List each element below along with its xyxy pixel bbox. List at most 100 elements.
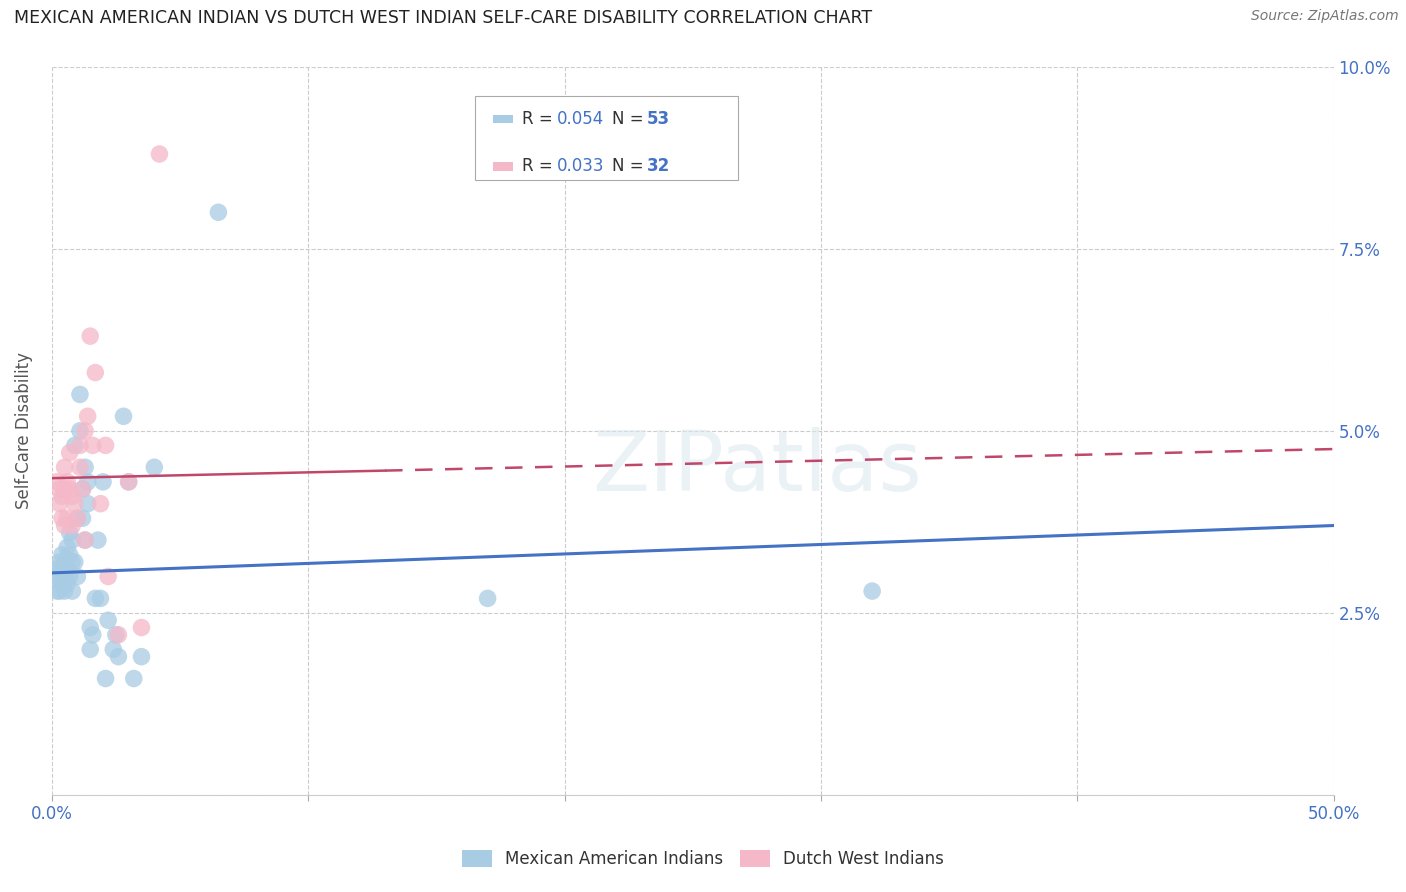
Point: [79, 620, 101, 634]
Point: [56, 475, 79, 489]
Point: [87, 533, 110, 547]
Point: [53, 482, 76, 496]
FancyBboxPatch shape: [475, 95, 738, 179]
Point: [75, 533, 97, 547]
FancyBboxPatch shape: [492, 115, 513, 123]
Point: [72, 511, 94, 525]
Point: [53, 518, 76, 533]
Point: [44, 562, 66, 576]
Point: [60, 584, 83, 599]
Text: ZIPatlas: ZIPatlas: [592, 426, 922, 508]
Point: [118, 475, 141, 489]
Point: [131, 620, 153, 634]
Text: 0.033: 0.033: [557, 157, 605, 176]
Point: [107, 628, 129, 642]
Point: [56, 511, 79, 525]
Point: [45, 475, 67, 489]
Point: [63, 555, 86, 569]
Y-axis label: Self-Care Disability: Self-Care Disability: [15, 352, 32, 509]
Point: [60, 555, 83, 569]
Point: [48, 555, 70, 569]
Point: [860, 584, 883, 599]
Point: [56, 541, 79, 555]
Point: [89, 591, 111, 606]
Point: [112, 409, 135, 424]
Text: N =: N =: [612, 110, 648, 128]
Point: [69, 438, 91, 452]
Point: [63, 438, 86, 452]
Point: [60, 533, 83, 547]
Point: [76, 475, 98, 489]
Point: [59, 525, 82, 540]
Point: [56, 562, 79, 576]
Point: [107, 649, 129, 664]
Point: [51, 548, 73, 562]
Point: [59, 445, 82, 459]
Point: [84, 366, 107, 380]
Point: [104, 628, 127, 642]
FancyBboxPatch shape: [492, 162, 513, 170]
Point: [60, 518, 83, 533]
Point: [79, 329, 101, 343]
Point: [51, 489, 73, 503]
Point: [48, 497, 70, 511]
Point: [56, 576, 79, 591]
Point: [94, 672, 117, 686]
Text: 32: 32: [647, 157, 669, 176]
Point: [66, 569, 89, 583]
Point: [53, 569, 76, 583]
Text: R =: R =: [522, 110, 558, 128]
Point: [51, 562, 73, 576]
Text: 0.054: 0.054: [557, 110, 605, 128]
Point: [53, 584, 76, 599]
Point: [122, 672, 145, 686]
Point: [59, 548, 82, 562]
Text: MEXICAN AMERICAN INDIAN VS DUTCH WEST INDIAN SELF-CARE DISABILITY CORRELATION CH: MEXICAN AMERICAN INDIAN VS DUTCH WEST IN…: [14, 9, 872, 27]
Point: [69, 424, 91, 438]
Point: [82, 438, 104, 452]
Text: N =: N =: [612, 157, 648, 176]
Point: [76, 409, 98, 424]
Point: [48, 584, 70, 599]
Point: [72, 482, 94, 496]
Text: Source: ZipAtlas.com: Source: ZipAtlas.com: [1251, 9, 1399, 23]
Point: [45, 584, 67, 599]
Point: [89, 497, 111, 511]
Point: [53, 460, 76, 475]
Point: [148, 147, 170, 161]
Point: [69, 387, 91, 401]
Point: [48, 569, 70, 583]
Point: [60, 489, 83, 503]
Point: [66, 511, 89, 525]
Point: [63, 497, 86, 511]
Point: [76, 497, 98, 511]
Point: [69, 460, 91, 475]
Point: [75, 424, 97, 438]
Text: 53: 53: [647, 110, 669, 128]
Point: [97, 569, 120, 583]
Point: [72, 482, 94, 496]
Point: [79, 642, 101, 657]
Point: [59, 569, 82, 583]
Point: [97, 613, 120, 627]
Point: [45, 569, 67, 583]
Point: [84, 591, 107, 606]
Point: [75, 460, 97, 475]
Legend: Mexican American Indians, Dutch West Indians: Mexican American Indians, Dutch West Ind…: [456, 843, 950, 875]
Text: R =: R =: [522, 157, 558, 176]
Point: [131, 649, 153, 664]
Point: [75, 533, 97, 547]
Point: [66, 511, 89, 525]
Point: [82, 628, 104, 642]
Point: [59, 482, 82, 496]
Point: [103, 642, 125, 657]
Point: [118, 475, 141, 489]
Point: [51, 511, 73, 525]
Point: [91, 475, 114, 489]
Point: [143, 460, 166, 475]
Point: [53, 555, 76, 569]
Point: [477, 591, 499, 606]
Point: [94, 438, 117, 452]
Point: [51, 576, 73, 591]
Point: [48, 482, 70, 496]
